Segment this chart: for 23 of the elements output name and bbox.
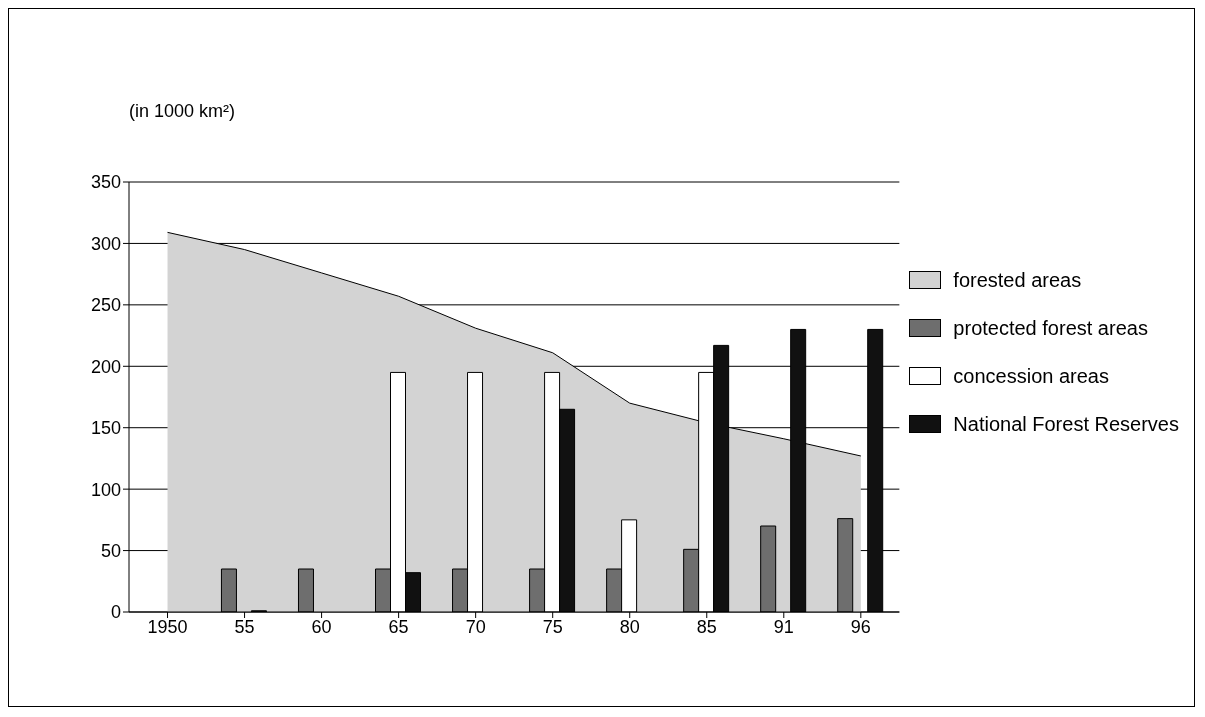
x-tick-label: 65 bbox=[388, 616, 409, 637]
y-tick-label: 0 bbox=[110, 602, 121, 623]
x-tick-label: 85 bbox=[696, 616, 717, 637]
legend-label: National Forest Reserves bbox=[953, 412, 1179, 436]
y-axis-title: (in 1000 km²) bbox=[129, 101, 236, 122]
x-tick-label: 60 bbox=[311, 616, 332, 637]
y-tick-label: 150 bbox=[90, 418, 121, 439]
y-tick-label: 100 bbox=[90, 479, 121, 500]
legend-label: protected forest areas bbox=[953, 316, 1148, 340]
x-tick-label: 96 bbox=[850, 616, 871, 637]
y-tick-label: 350 bbox=[90, 172, 121, 193]
x-tick-label: 70 bbox=[465, 616, 486, 637]
x-tick-label: 75 bbox=[542, 616, 563, 637]
x-tick-label: 55 bbox=[234, 616, 255, 637]
y-tick-label: 300 bbox=[90, 233, 121, 254]
x-tick-label: 1950 bbox=[147, 616, 188, 637]
y-tick-label: 250 bbox=[90, 295, 121, 316]
x-tick-label: 91 bbox=[773, 616, 794, 637]
x-tick-label: 80 bbox=[619, 616, 640, 637]
y-tick-label: 50 bbox=[100, 540, 121, 561]
y-tick-label: 200 bbox=[90, 356, 121, 377]
legend-label: concession areas bbox=[953, 364, 1109, 388]
legend-label: forested areas bbox=[953, 268, 1082, 292]
